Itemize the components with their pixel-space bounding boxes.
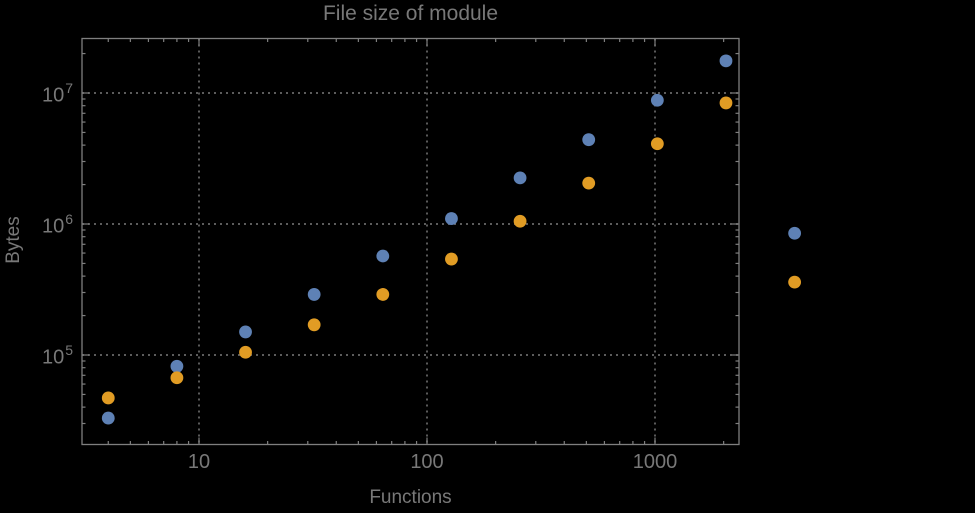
y-tick-label: 107 <box>41 80 73 107</box>
data-point-blue <box>445 212 458 225</box>
y-axis-label: Bytes <box>3 216 24 264</box>
y-tick-label: 105 <box>41 342 73 369</box>
x-tick-label: 100 <box>410 451 444 473</box>
data-point-orange <box>101 391 115 405</box>
x-tick-label: 1000 <box>632 451 678 473</box>
y-tick-label: 106 <box>41 211 73 238</box>
data-point-blue <box>788 226 802 240</box>
data-point-orange <box>788 275 802 289</box>
data-point-blue <box>170 359 184 373</box>
plot-title: File size of module <box>322 2 499 25</box>
data-point-blue <box>376 249 390 263</box>
x-tick-label: 10 <box>187 451 211 473</box>
data-point-blue <box>307 288 321 301</box>
data-point-blue <box>719 54 733 68</box>
data-point-orange <box>650 137 664 151</box>
data-point-orange <box>513 214 527 228</box>
data-point-orange <box>307 318 321 332</box>
data-point-orange <box>719 96 733 110</box>
data-point-blue <box>513 171 527 185</box>
data-point-blue <box>650 93 664 107</box>
data-point-blue <box>582 133 596 147</box>
plot-frame <box>81 37 740 446</box>
data-point-orange <box>582 176 596 190</box>
x-axis-label: Functions <box>369 487 452 508</box>
data-point-orange <box>239 345 252 359</box>
data-point-orange <box>170 371 184 385</box>
data-point-orange <box>376 288 390 301</box>
data-point-blue <box>239 325 252 339</box>
data-point-orange <box>445 252 458 266</box>
data-point-blue <box>101 411 115 425</box>
